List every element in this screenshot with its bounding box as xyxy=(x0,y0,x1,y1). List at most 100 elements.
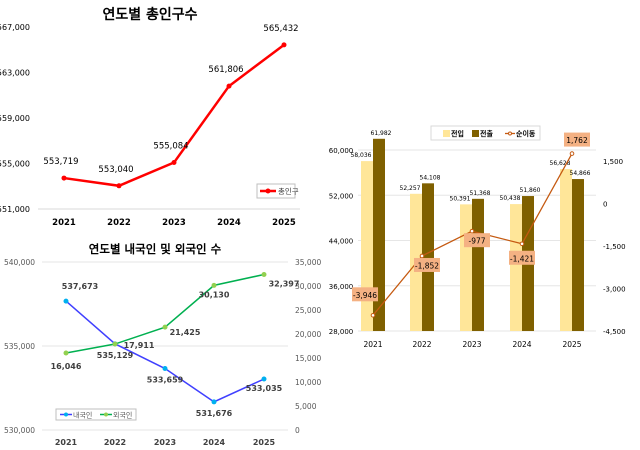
x-tick-label: 2025 xyxy=(253,438,276,447)
data-label: -977 xyxy=(468,237,485,246)
data-label: -1,421 xyxy=(510,254,534,263)
data-label: 16,046 xyxy=(51,362,82,371)
data-label: 553,719 xyxy=(43,157,78,167)
data-point xyxy=(370,313,376,318)
x-tick-label: 2023 xyxy=(462,340,481,349)
y2-tick-label: 30,000 xyxy=(295,282,321,291)
y-tick-label: 36,000 xyxy=(329,283,354,291)
data-point xyxy=(63,298,69,304)
data-label: 50,391 xyxy=(450,195,471,202)
y2-tick-label: 0 xyxy=(603,201,607,209)
legend-marker-icon xyxy=(265,188,271,194)
legend-marker-icon xyxy=(64,412,68,417)
bar-전입 xyxy=(510,204,522,331)
data-label: 561,806 xyxy=(208,65,243,75)
x-tick-label: 2022 xyxy=(107,218,131,228)
data-point xyxy=(211,282,217,288)
legend-label: 총인구 xyxy=(278,186,299,196)
legend-marker-icon xyxy=(104,412,108,417)
data-label: 52,257 xyxy=(400,185,421,192)
chart-title: 연도별 내국인 및 외국인 수 xyxy=(89,242,222,256)
y2-tick-label: 25,000 xyxy=(295,306,321,315)
data-point xyxy=(162,366,168,372)
data-point xyxy=(61,175,67,181)
data-point xyxy=(419,253,425,259)
bar-전출 xyxy=(422,183,434,331)
x-tick-label: 2024 xyxy=(217,218,241,228)
data-label: 30,130 xyxy=(199,290,230,299)
data-label: 50,438 xyxy=(500,195,521,202)
data-label: 17,911 xyxy=(124,341,155,350)
legend-swatch-icon xyxy=(472,130,479,137)
data-label: 54,108 xyxy=(420,174,441,181)
y2-tick-label: -4,500 xyxy=(603,328,626,336)
data-label: 54,866 xyxy=(570,170,591,177)
legend-label: 내국인 xyxy=(73,411,92,420)
y2-tick-label: 35,000 xyxy=(295,258,321,267)
legend-swatch-icon xyxy=(443,130,450,137)
data-point xyxy=(261,271,267,277)
data-label: 565,432 xyxy=(263,24,298,34)
data-point xyxy=(226,83,232,89)
data-label: 533,659 xyxy=(147,376,184,385)
data-point xyxy=(569,151,575,156)
data-label: 533,035 xyxy=(246,384,283,393)
data-label: 531,676 xyxy=(196,409,233,418)
data-point xyxy=(171,160,177,166)
data-label-box xyxy=(414,257,440,272)
y-tick-label: 535,000 xyxy=(4,342,35,351)
y2-tick-label: 20,000 xyxy=(295,330,321,339)
y-tick-label: 551,000 xyxy=(0,205,30,214)
legend-label: 전출 xyxy=(480,129,493,138)
y2-tick-label: 1,500 xyxy=(603,158,623,166)
data-label-box xyxy=(564,132,590,147)
bar-전출 xyxy=(572,179,584,331)
bar-전출 xyxy=(373,138,385,331)
legend-marker-icon xyxy=(508,131,512,136)
series-line-내국인 xyxy=(65,300,265,403)
x-tick-label: 2023 xyxy=(162,218,186,228)
x-tick-label: 2025 xyxy=(272,218,296,228)
legend-box xyxy=(55,408,137,421)
data-point xyxy=(261,376,267,382)
data-point xyxy=(112,341,118,347)
data-label: 555,084 xyxy=(153,142,188,152)
data-label-box xyxy=(509,250,535,265)
data-point xyxy=(281,42,287,48)
x-tick-label: 2025 xyxy=(562,340,581,349)
data-label: 51,368 xyxy=(470,190,491,197)
data-label: 21,425 xyxy=(170,328,201,337)
y-tick-label: 567,000 xyxy=(0,23,30,32)
y-tick-label: 540,000 xyxy=(4,258,35,267)
chart-title: 연도별 총인구수 xyxy=(102,6,197,23)
y2-tick-label: 0 xyxy=(295,426,300,435)
x-tick-label: 2022 xyxy=(104,438,126,447)
y-tick-label: 559,000 xyxy=(0,114,30,123)
data-label-box xyxy=(352,287,378,302)
y2-tick-label: -1,500 xyxy=(603,243,626,251)
data-label: 51,860 xyxy=(520,187,541,194)
y-tick-label: 28,000 xyxy=(329,328,354,336)
bar-전입 xyxy=(460,204,472,331)
x-tick-label: 2023 xyxy=(154,438,176,447)
data-point xyxy=(63,350,69,356)
data-label: -3,946 xyxy=(353,291,377,300)
data-label: 58,036 xyxy=(351,152,372,159)
y-tick-label: 563,000 xyxy=(0,69,30,78)
data-label: 537,673 xyxy=(62,282,98,291)
data-label: 61,982 xyxy=(371,130,392,137)
x-tick-label: 2021 xyxy=(363,340,382,349)
data-label-box xyxy=(464,233,490,248)
y2-tick-label: 10,000 xyxy=(295,378,321,387)
legend-label: 외국인 xyxy=(113,411,132,420)
y2-tick-label: 15,000 xyxy=(295,354,321,363)
data-point xyxy=(519,241,525,247)
data-point xyxy=(469,228,475,234)
x-tick-label: 2024 xyxy=(203,438,226,447)
x-tick-label: 2021 xyxy=(55,438,78,447)
y-tick-label: 555,000 xyxy=(0,160,30,169)
data-point xyxy=(162,324,168,330)
data-label: 535,129 xyxy=(97,351,134,360)
